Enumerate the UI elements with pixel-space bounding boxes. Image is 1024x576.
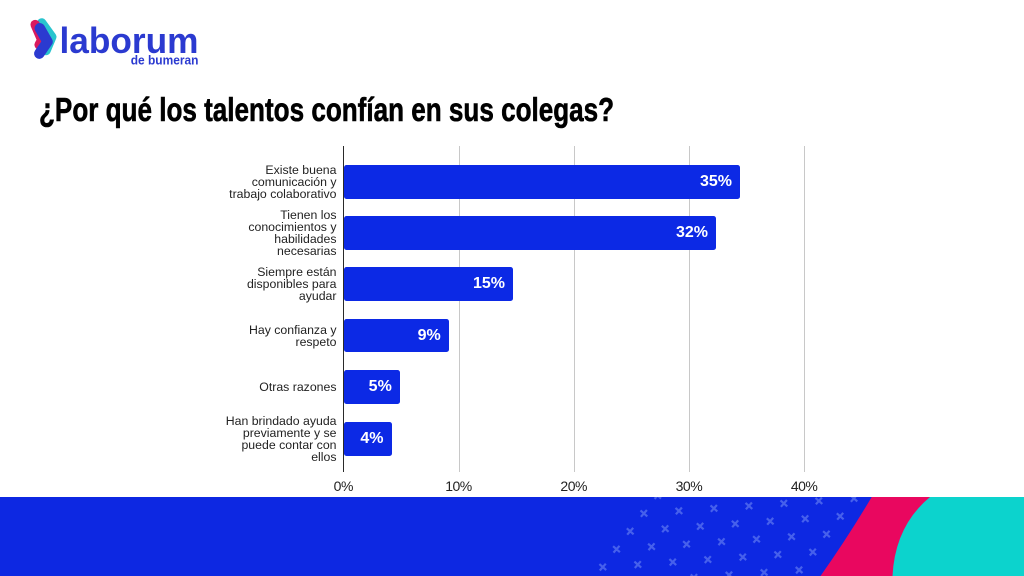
svg-text:laborum: laborum: [60, 20, 199, 61]
svg-text:de bumeran: de bumeran: [131, 53, 199, 68]
